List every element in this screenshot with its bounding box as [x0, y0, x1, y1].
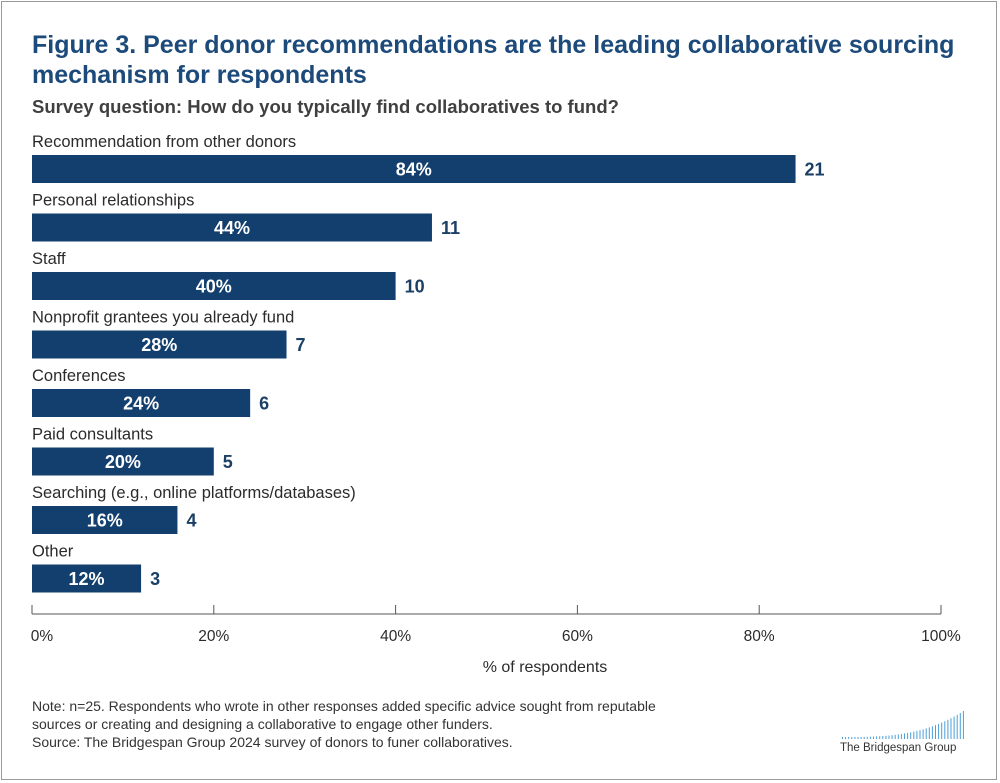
logo-bar — [910, 732, 912, 739]
logo-bar — [863, 736, 865, 739]
logo-bar — [938, 723, 940, 739]
category-label: Personal relationships — [32, 192, 194, 210]
bar — [32, 389, 251, 417]
category-label: Paid consultants — [32, 426, 153, 444]
logo-bar — [876, 736, 878, 739]
bar-value-label: 16% — [87, 511, 123, 531]
logo-bar — [956, 714, 958, 739]
bar — [32, 155, 796, 183]
logo-bar — [913, 731, 915, 739]
logo-bar — [941, 722, 943, 739]
logo-bar — [866, 736, 868, 739]
logo-bar — [944, 721, 946, 739]
logo-bar — [947, 719, 949, 739]
chart-subtitle: Survey question: How do you typically fi… — [32, 96, 619, 117]
logo-bar — [885, 735, 887, 739]
bar-count-label: 11 — [441, 218, 460, 238]
logo-bar — [959, 712, 961, 739]
bar-count-label: 5 — [223, 452, 233, 472]
bar-value-label: 12% — [69, 569, 105, 589]
bar-value-label: 28% — [141, 335, 177, 355]
logo-bar — [882, 736, 884, 739]
logo-bar — [916, 730, 918, 739]
logo-bar — [857, 736, 859, 739]
logo-bar — [845, 736, 847, 739]
logo-bar — [935, 725, 936, 739]
bar-count-label: 4 — [186, 511, 196, 531]
logo-bar — [953, 716, 955, 739]
logo-bar — [873, 736, 874, 739]
logo-bar — [848, 736, 850, 739]
logo-bar — [919, 730, 921, 739]
logo-bar — [950, 718, 952, 739]
chart-title: Figure 3. Peer donor recommendations are… — [32, 31, 955, 89]
logo-bar — [842, 737, 843, 739]
bar-value-label: 44% — [214, 218, 250, 238]
category-label: Searching (e.g., online platforms/databa… — [32, 484, 356, 502]
bridgespan-logo: The Bridgespan Group — [840, 709, 970, 759]
bar-value-label: 40% — [196, 277, 232, 297]
bar — [32, 213, 432, 242]
bar — [32, 506, 178, 534]
x-tick-label: 80% — [744, 628, 775, 645]
category-label: Conferences — [32, 367, 126, 385]
bar — [32, 447, 214, 476]
bar — [32, 564, 142, 593]
note-line-2: sources or creating and designing a coll… — [32, 716, 493, 732]
category-label: Nonprofit grantees you already fund — [32, 309, 294, 327]
x-tick-label: 100% — [921, 628, 961, 645]
logo-bar — [891, 735, 893, 739]
bar-count-label: 3 — [150, 569, 160, 589]
bar — [32, 330, 287, 359]
logo-bar — [904, 733, 905, 739]
logo-bar — [922, 729, 924, 739]
bar-count-label: 7 — [296, 335, 306, 355]
bar-value-label: 24% — [123, 394, 159, 414]
bar-count-label: 6 — [259, 394, 269, 414]
logo-text: The Bridgespan Group — [840, 742, 957, 754]
category-label: Recommendation from other donors — [32, 133, 296, 151]
logo-bar — [888, 735, 890, 739]
logo-bar — [894, 734, 896, 739]
x-tick-label: 60% — [562, 628, 593, 645]
x-tick-label: 0% — [31, 628, 54, 645]
bar-count-label: 10 — [405, 277, 425, 297]
source-line: Source: The Bridgespan Group 2024 survey… — [32, 734, 513, 750]
logo-bar — [869, 736, 871, 739]
logo-bar — [897, 734, 899, 739]
category-label: Other — [32, 543, 74, 561]
logo-bar — [900, 733, 902, 739]
logo-bar — [907, 732, 909, 739]
x-tick-label: 40% — [380, 628, 411, 645]
bar — [32, 272, 396, 300]
bar-value-label: 20% — [105, 452, 141, 472]
logo-bars-icon — [842, 711, 964, 739]
logo-bar — [925, 728, 927, 739]
logo-bar — [879, 736, 881, 739]
logo-bar — [860, 736, 862, 739]
logo-bar — [854, 736, 856, 739]
bar-value-label: 84% — [396, 160, 432, 180]
category-label: Staff — [32, 250, 66, 268]
x-tick-label: 20% — [198, 628, 229, 645]
logo-bar — [931, 726, 933, 739]
bar-count-label: 21 — [805, 160, 825, 180]
logo-bar — [851, 736, 853, 739]
footnotes: Note: n=25. Respondents who wrote in oth… — [32, 697, 812, 751]
note-line-1: Note: n=25. Respondents who wrote in oth… — [32, 698, 656, 714]
logo-bar — [962, 711, 964, 739]
logo-bar — [928, 727, 930, 739]
x-axis-title: % of respondents — [483, 659, 608, 676]
